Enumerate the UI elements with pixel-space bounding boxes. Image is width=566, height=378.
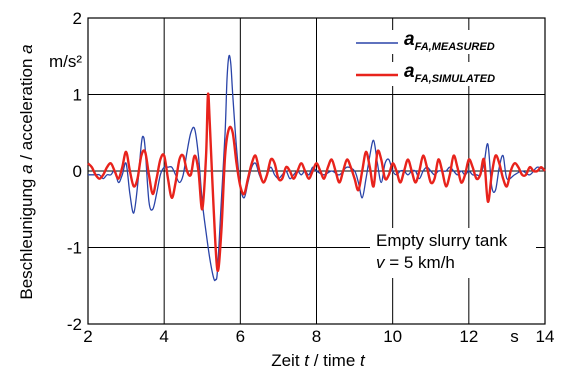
annotation-line2: v = 5 km/h: [376, 253, 455, 272]
x-unit: s: [510, 327, 519, 346]
legend-label: aFA,MEASURED: [404, 29, 495, 53]
xtick-label: 4: [159, 327, 168, 346]
xtick-label: 8: [312, 327, 321, 346]
xtick-label: 14: [536, 327, 555, 346]
y-axis-label: Beschleunigung a / acceleration a: [17, 44, 36, 299]
legend-bg: [352, 30, 532, 54]
series-line-simulated: [87, 92, 546, 272]
series-layer: [87, 54, 546, 282]
xtick-label: 2: [83, 327, 92, 346]
axis-labels: Zeit t / time t Beschleunigung a / accele…: [17, 44, 366, 370]
ytick-label: 2: [73, 9, 82, 28]
annotation: Empty slurry tank v = 5 km/h: [370, 228, 536, 278]
ytick-label: 0: [73, 162, 82, 181]
ytick-label: 1: [73, 86, 82, 105]
series-line-measured: [88, 54, 546, 282]
annotation-bg: [370, 228, 536, 278]
xtick-label: 12: [459, 327, 478, 346]
annotation-line1: Empty slurry tank: [376, 231, 508, 250]
ytick-label: -2: [67, 315, 82, 334]
legend: aFA,MEASURED aFA,SIMULATED: [352, 29, 532, 86]
ytick-label: -1: [67, 239, 82, 258]
legend-label: aFA,SIMULATED: [404, 61, 495, 85]
xtick-label: 10: [383, 327, 402, 346]
x-axis-label: Zeit t / time t: [271, 351, 366, 370]
y-unit: m/s²: [49, 52, 82, 71]
xtick-label: 6: [236, 327, 245, 346]
